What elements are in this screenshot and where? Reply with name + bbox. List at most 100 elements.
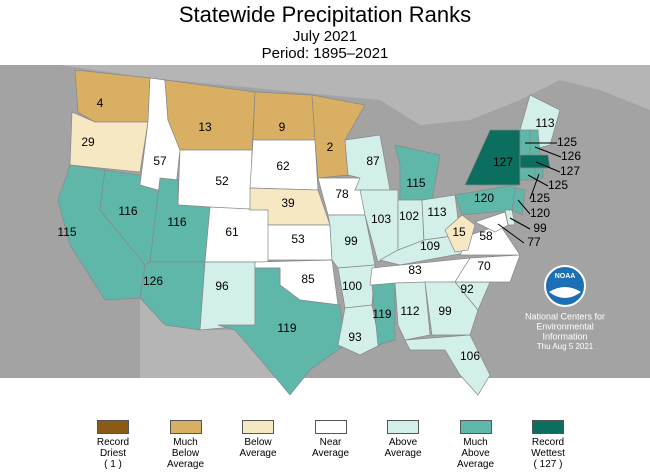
state-rank: 29	[81, 135, 95, 149]
state-rank: 39	[281, 196, 295, 210]
legend-item: Above Average	[368, 420, 438, 459]
state-rank: 103	[371, 212, 391, 226]
legend-swatch	[97, 420, 129, 434]
state	[344, 134, 391, 191]
legend-item: Record Wettest( 127 )	[513, 420, 583, 470]
state	[394, 281, 431, 341]
state	[534, 167, 544, 179]
legend-item: Record Driest( 1 )	[78, 420, 148, 470]
state	[511, 187, 526, 216]
state-rank: 113	[427, 205, 446, 219]
state-rank: 13	[198, 120, 212, 134]
state-rank: 92	[460, 282, 474, 296]
state-rank: 119	[277, 321, 296, 335]
state-rank: 77	[527, 235, 541, 249]
legend-note: ( 1 )	[104, 459, 122, 470]
leader-line	[535, 161, 561, 173]
state-rank: 106	[460, 349, 480, 363]
legend-label: Much Below Average	[166, 437, 205, 470]
state-rank: 126	[143, 274, 163, 288]
subtitle: July 2021	[292, 28, 358, 45]
state-rank: 120	[474, 191, 494, 205]
state	[337, 304, 381, 356]
state-rank: 83	[408, 263, 422, 277]
state-rank: 78	[335, 187, 349, 201]
state-rank: 61	[225, 225, 239, 239]
credit-line: Environmental	[536, 321, 594, 331]
state-rank: 53	[291, 232, 305, 246]
header: Statewide Precipitation Ranks July 2021 …	[0, 2, 650, 62]
credit: National Centers forEnvironmentalInforma…	[525, 311, 605, 351]
legend-label: Near Average	[311, 437, 350, 459]
state-rank: 112	[400, 304, 419, 318]
legend-note: ( 127 )	[533, 459, 563, 470]
period: Period: 1895–2021	[261, 45, 389, 62]
leader-line	[509, 217, 531, 230]
legend-item: Below Average	[223, 420, 293, 459]
state-rank: 100	[342, 279, 362, 293]
state-rank: 9	[279, 120, 286, 134]
state-rank: 119	[372, 307, 391, 321]
state-rank: 125	[557, 135, 577, 149]
state-rank: 126	[561, 149, 581, 163]
state-rank: 127	[560, 164, 580, 178]
legend-label: Above Average	[384, 437, 422, 459]
noaa-logo-text: NOAA	[555, 273, 576, 280]
state	[424, 281, 479, 336]
state	[474, 211, 509, 233]
legend-item: Much Above Average	[441, 420, 511, 470]
state-rank: 115	[406, 176, 425, 190]
state	[444, 214, 476, 253]
state-rank: 102	[399, 209, 419, 223]
state-rank: 99	[438, 304, 452, 318]
legend-label: Below Average	[239, 437, 277, 459]
noaa-logo	[544, 265, 586, 307]
leader-line	[534, 146, 562, 158]
legend-swatch	[169, 420, 202, 434]
state	[74, 69, 151, 123]
leader-line	[529, 173, 540, 200]
credit-line: Information	[542, 331, 587, 341]
state-rank: 125	[548, 178, 568, 192]
legend-label: Record Driest	[96, 437, 130, 459]
canada	[0, 65, 650, 125]
legend-item: Much Below Average	[151, 420, 221, 470]
map: 4 29 115 116 57 13 52 116 61 126 96 9 62 39 53 85 119 2 78…	[0, 65, 650, 396]
state	[519, 167, 536, 181]
state-rank: 120	[530, 206, 550, 220]
state-rank: 96	[215, 279, 229, 293]
state-rank: 93	[348, 330, 362, 344]
state-rank: 2	[327, 140, 334, 154]
state-rank: 99	[344, 234, 358, 248]
legend-swatch	[532, 420, 564, 434]
state-rank: 99	[533, 221, 547, 235]
state-rank: 116	[167, 215, 186, 229]
credit-line: National Centers for	[525, 311, 605, 321]
legend-label: Much Above Average	[456, 437, 495, 470]
state-rank: 109	[420, 239, 440, 253]
state-rank: 115	[57, 225, 76, 239]
state-rank: 127	[493, 155, 513, 169]
legend-swatch	[314, 420, 347, 434]
legend-swatch	[459, 420, 492, 434]
state-rank: 57	[153, 154, 167, 168]
state-rank: 113	[535, 116, 554, 130]
legend-label: Record Wettest	[531, 437, 565, 459]
noaa-bird	[549, 287, 581, 298]
state-rank: 116	[118, 204, 137, 218]
state	[371, 282, 396, 346]
state	[404, 334, 491, 396]
credit-line: Thu Aug 5 2021	[537, 342, 594, 351]
leader-line	[517, 199, 531, 215]
state-rank: 4	[97, 96, 104, 110]
state-rank: 70	[477, 259, 491, 273]
state	[164, 79, 256, 151]
state-rank: 58	[479, 229, 493, 243]
title: Statewide Precipitation Ranks	[178, 2, 472, 27]
state-rank: 62	[276, 159, 290, 173]
state	[217, 267, 346, 396]
legend-swatch	[242, 420, 274, 434]
state	[394, 144, 441, 201]
states	[57, 69, 561, 396]
